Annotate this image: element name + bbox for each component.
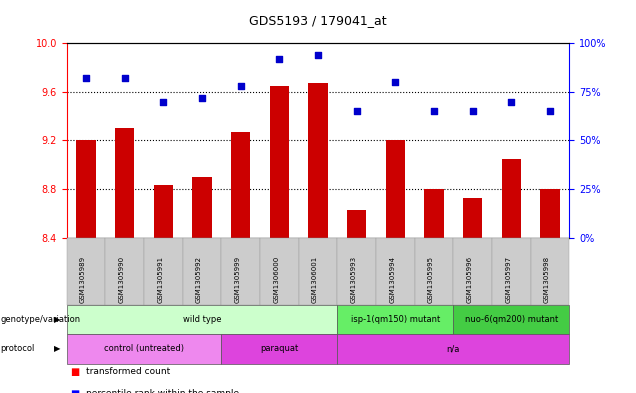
Text: GSM1305998: GSM1305998 (544, 255, 550, 303)
Bar (540, 189, 560, 238)
Text: isp-1(qm150) mutant: isp-1(qm150) mutant (350, 315, 440, 324)
Text: GSM1305997: GSM1305997 (505, 255, 511, 303)
Point (197, 95, 207, 101)
Text: GSM1305996: GSM1305996 (467, 255, 473, 303)
Text: GSM1305989: GSM1305989 (80, 255, 86, 303)
Point (506, 98, 516, 105)
Text: paraquat: paraquat (260, 344, 298, 353)
Point (81, 75, 91, 81)
Bar (308, 83, 328, 238)
Point (429, 108, 439, 114)
Point (352, 108, 362, 114)
Text: GSM1305994: GSM1305994 (389, 255, 396, 303)
Bar (270, 86, 289, 238)
Text: ■: ■ (70, 389, 80, 393)
Point (391, 79, 401, 85)
Text: ■: ■ (70, 367, 80, 377)
Point (274, 56, 284, 62)
Text: transformed count: transformed count (86, 367, 170, 376)
Bar (502, 159, 521, 238)
Bar (424, 189, 444, 238)
Point (545, 108, 555, 114)
Bar (115, 129, 134, 238)
Bar (193, 177, 212, 238)
Text: GSM1306001: GSM1306001 (312, 255, 318, 303)
Bar (231, 132, 251, 238)
Bar (385, 140, 405, 238)
Text: percentile rank within the sample: percentile rank within the sample (86, 389, 239, 393)
Text: GSM1305992: GSM1305992 (196, 255, 202, 303)
Text: GDS5193 / 179041_at: GDS5193 / 179041_at (249, 14, 387, 27)
Text: GSM1306000: GSM1306000 (273, 255, 279, 303)
Point (158, 98, 169, 105)
Point (120, 75, 130, 81)
Text: protocol: protocol (1, 344, 35, 353)
Text: control (untreated): control (untreated) (104, 344, 184, 353)
Text: GSM1305993: GSM1305993 (350, 255, 357, 303)
Text: ▶: ▶ (54, 315, 60, 324)
Bar (463, 198, 482, 238)
Text: GSM1305999: GSM1305999 (235, 255, 240, 303)
Text: nuo-6(qm200) mutant: nuo-6(qm200) mutant (465, 315, 558, 324)
Text: GSM1305990: GSM1305990 (119, 255, 125, 303)
Point (235, 83, 245, 89)
Text: genotype/variation: genotype/variation (1, 315, 81, 324)
Text: GSM1305991: GSM1305991 (157, 255, 163, 303)
Text: wild type: wild type (183, 315, 221, 324)
Point (467, 108, 478, 114)
Text: GSM1305995: GSM1305995 (428, 255, 434, 303)
Bar (76, 140, 96, 238)
Bar (154, 185, 173, 238)
Text: n/a: n/a (446, 344, 460, 353)
Text: ▶: ▶ (54, 344, 60, 353)
Point (313, 52, 323, 58)
Bar (347, 210, 366, 238)
